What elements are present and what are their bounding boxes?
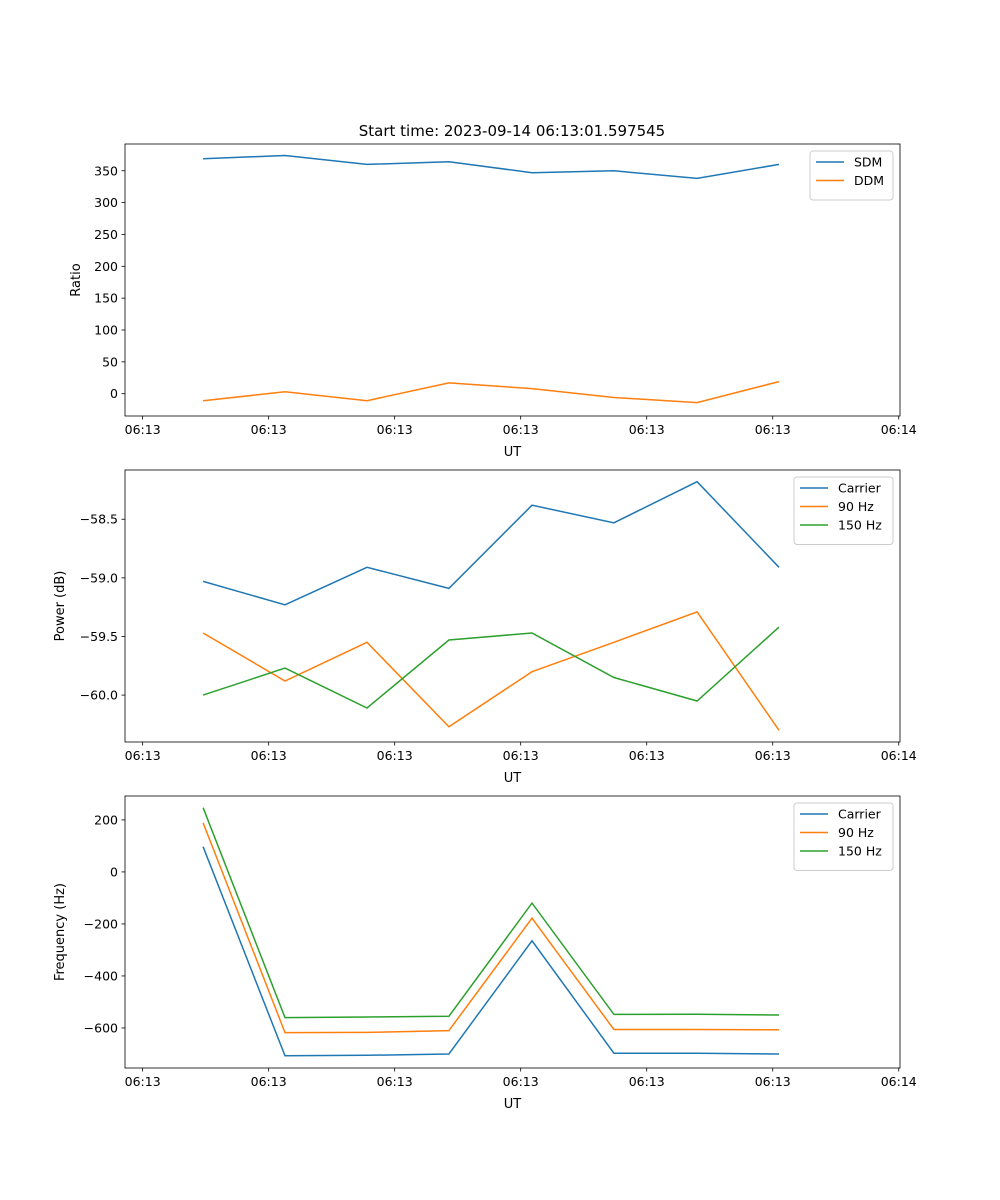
x-tick-label: 06:13 (125, 422, 161, 437)
x-tick-label: 06:13 (251, 748, 287, 763)
x-tick-label: 06:13 (125, 748, 161, 763)
chart-title: Start time: 2023-09-14 06:13:01.597545 (359, 122, 665, 140)
y-tick-label: −200 (84, 916, 118, 931)
y-tick-label: 200 (94, 812, 118, 827)
y-tick-label: 0 (110, 864, 118, 879)
series-line-ddm (203, 380, 780, 404)
y-tick-label: 300 (94, 195, 118, 210)
x-axis-label: UT (504, 1097, 522, 1112)
legend-box (793, 476, 894, 545)
y-axis-label: Power (dB) (53, 571, 68, 642)
y-tick-label: 250 (94, 227, 118, 242)
y-tick-label: −59.5 (80, 629, 118, 644)
x-tick-label: 06:13 (377, 1074, 413, 1089)
x-tick-label: 06:13 (629, 1074, 665, 1089)
x-axis-label: UT (504, 445, 522, 460)
x-tick-label: 06:13 (629, 748, 665, 763)
x-axis-label: UT (504, 771, 522, 786)
legend-label: 90 Hz (838, 499, 874, 514)
y-tick-label: −58.5 (80, 512, 118, 527)
x-tick-label: 06:13 (503, 1074, 539, 1089)
series-line-150-hz (202, 626, 780, 709)
y-tick-label: 200 (94, 259, 118, 274)
x-tick-label: 06:13 (251, 422, 287, 437)
subplot-2: 06:13 06:13 06:13 06:13 06:13 06:13 06:14 −60.0… (53, 469, 917, 786)
y-axis-label: Ratio (69, 263, 84, 296)
legend-box (809, 150, 894, 201)
legend-label: Carrier (838, 807, 882, 822)
plot-frame (124, 469, 901, 743)
x-tick-label: 06:13 (377, 422, 413, 437)
series-line-carrier (202, 846, 780, 1057)
subplot-1: 06:13 06:13 06:13 06:13 06:13 06:13 06:14 0 50 10… (69, 143, 917, 460)
legend-label: 90 Hz (838, 825, 874, 840)
x-tick-label: 06:13 (503, 422, 539, 437)
x-tick-label: 06:13 (629, 422, 665, 437)
series-line-sdm (203, 154, 780, 180)
legend: Carrier 90 Hz 150 Hz (793, 476, 894, 545)
x-tick-label: 06:13 (377, 748, 413, 763)
series-line-90-hz (202, 822, 780, 1034)
x-tick-label: 06:13 (125, 1074, 161, 1089)
plot-frame (124, 795, 901, 1069)
legend: SDM DDM (809, 150, 894, 201)
legend-label: 150 Hz (838, 844, 882, 859)
y-tick-label: 150 (94, 291, 118, 306)
y-tick-label: 100 (94, 323, 118, 338)
series-line-carrier (202, 480, 780, 606)
y-tick-label: −600 (84, 1020, 118, 1035)
x-tick-label: 06:13 (755, 1074, 791, 1089)
x-tick-label: 06:13 (755, 422, 791, 437)
legend-label: DDM (854, 173, 884, 188)
x-tick-label: 06:14 (881, 1074, 917, 1089)
y-tick-label: −59.0 (80, 570, 118, 585)
y-tick-label: 0 (110, 386, 118, 401)
plot-frame (124, 143, 901, 417)
y-tick-label: −60.0 (80, 688, 118, 703)
y-tick-label: 350 (94, 163, 118, 178)
x-tick-label: 06:13 (251, 1074, 287, 1089)
legend-label: Carrier (838, 481, 882, 496)
y-axis-label: Frequency (Hz) (53, 883, 68, 981)
legend-box (793, 802, 894, 871)
y-tick-label: 50 (102, 354, 118, 369)
legend-label: 150 Hz (838, 518, 882, 533)
x-tick-label: 06:14 (881, 422, 917, 437)
series-line-150-hz (202, 807, 780, 1019)
subplot-3: 06:13 06:13 06:13 06:13 06:13 06:13 06:14 −600 −… (53, 795, 917, 1112)
legend-label: SDM (854, 155, 882, 170)
x-tick-label: 06:14 (881, 748, 917, 763)
y-tick-label: −400 (84, 968, 118, 983)
x-tick-label: 06:13 (755, 748, 791, 763)
x-tick-label: 06:13 (503, 748, 539, 763)
legend: Carrier 90 Hz 150 Hz (793, 802, 894, 871)
